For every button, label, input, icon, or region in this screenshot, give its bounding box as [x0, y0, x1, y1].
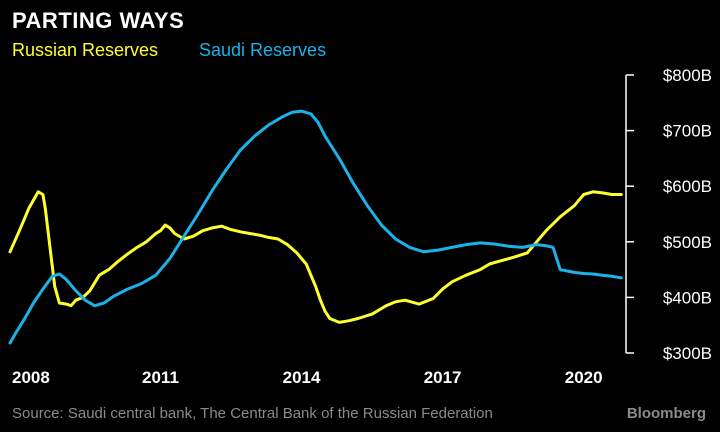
source-note: Source: Saudi central bank, The Central …: [12, 405, 493, 422]
x-tick-label: 2017: [424, 368, 462, 387]
y-axis-ticks: $300B $400B $500B $600B $700B $800B: [626, 66, 712, 363]
x-tick-label: 2011: [142, 368, 179, 387]
y-tick-label: $400B: [663, 288, 712, 307]
x-axis-ticks: 2008 2011 2014 2017 2020: [12, 368, 603, 387]
series-line-russian-reserves: [8, 190, 623, 324]
chart-title: PARTING WAYS: [12, 8, 185, 33]
y-tick-label: $600B: [663, 177, 712, 196]
legend-saudi-reserves: Saudi Reserves: [199, 40, 327, 60]
y-tick-label: $500B: [663, 233, 712, 252]
brand-logo: Bloomberg: [626, 405, 706, 422]
y-tick-label: $700B: [663, 122, 712, 141]
legend-russian-reserves: Russian Reserves: [12, 40, 159, 60]
x-tick-label: 2014: [283, 368, 321, 387]
y-tick-label: $800B: [663, 66, 712, 85]
series-line-saudi-reserves: [8, 109, 623, 345]
series-lines: [8, 109, 623, 345]
y-tick-label: $300B: [663, 344, 712, 363]
x-tick-label: 2020: [565, 368, 603, 387]
x-tick-label: 2008: [12, 368, 50, 387]
